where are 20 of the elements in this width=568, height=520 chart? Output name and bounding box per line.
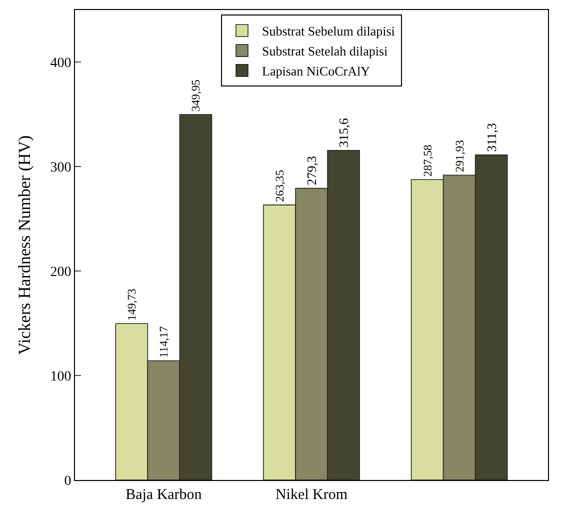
data-label: 349,95 (190, 79, 203, 112)
data-label: 279,3 (304, 156, 319, 186)
data-label: 311,3 (484, 123, 499, 152)
y-tick-label: 0 (64, 474, 72, 489)
legend-label: Substrat Setelah dilapisi (262, 44, 388, 59)
y-tick-label: 400 (50, 56, 72, 72)
legend-label: Substrat Sebelum dilapisi (262, 24, 396, 39)
y-tick-label: 200 (50, 265, 72, 280)
x-tick-label: Baja Karbon (126, 487, 202, 503)
data-label: 287,58 (421, 144, 434, 177)
data-label: 114,17 (158, 326, 171, 358)
y-axis-title: Vickers Hardness Number (HV) (14, 135, 34, 355)
legend-label: Lapisan NiCoCrAlY (262, 64, 371, 79)
data-label: 291,93 (453, 140, 466, 172)
data-label: 149,73 (126, 288, 139, 321)
data-label: 315,6 (336, 118, 352, 148)
data-label: 263,35 (274, 170, 287, 202)
x-tick-label: Nikel Krom (275, 487, 348, 503)
y-tick-label: 100 (50, 369, 72, 384)
y-tick-label: 300 (50, 160, 72, 176)
